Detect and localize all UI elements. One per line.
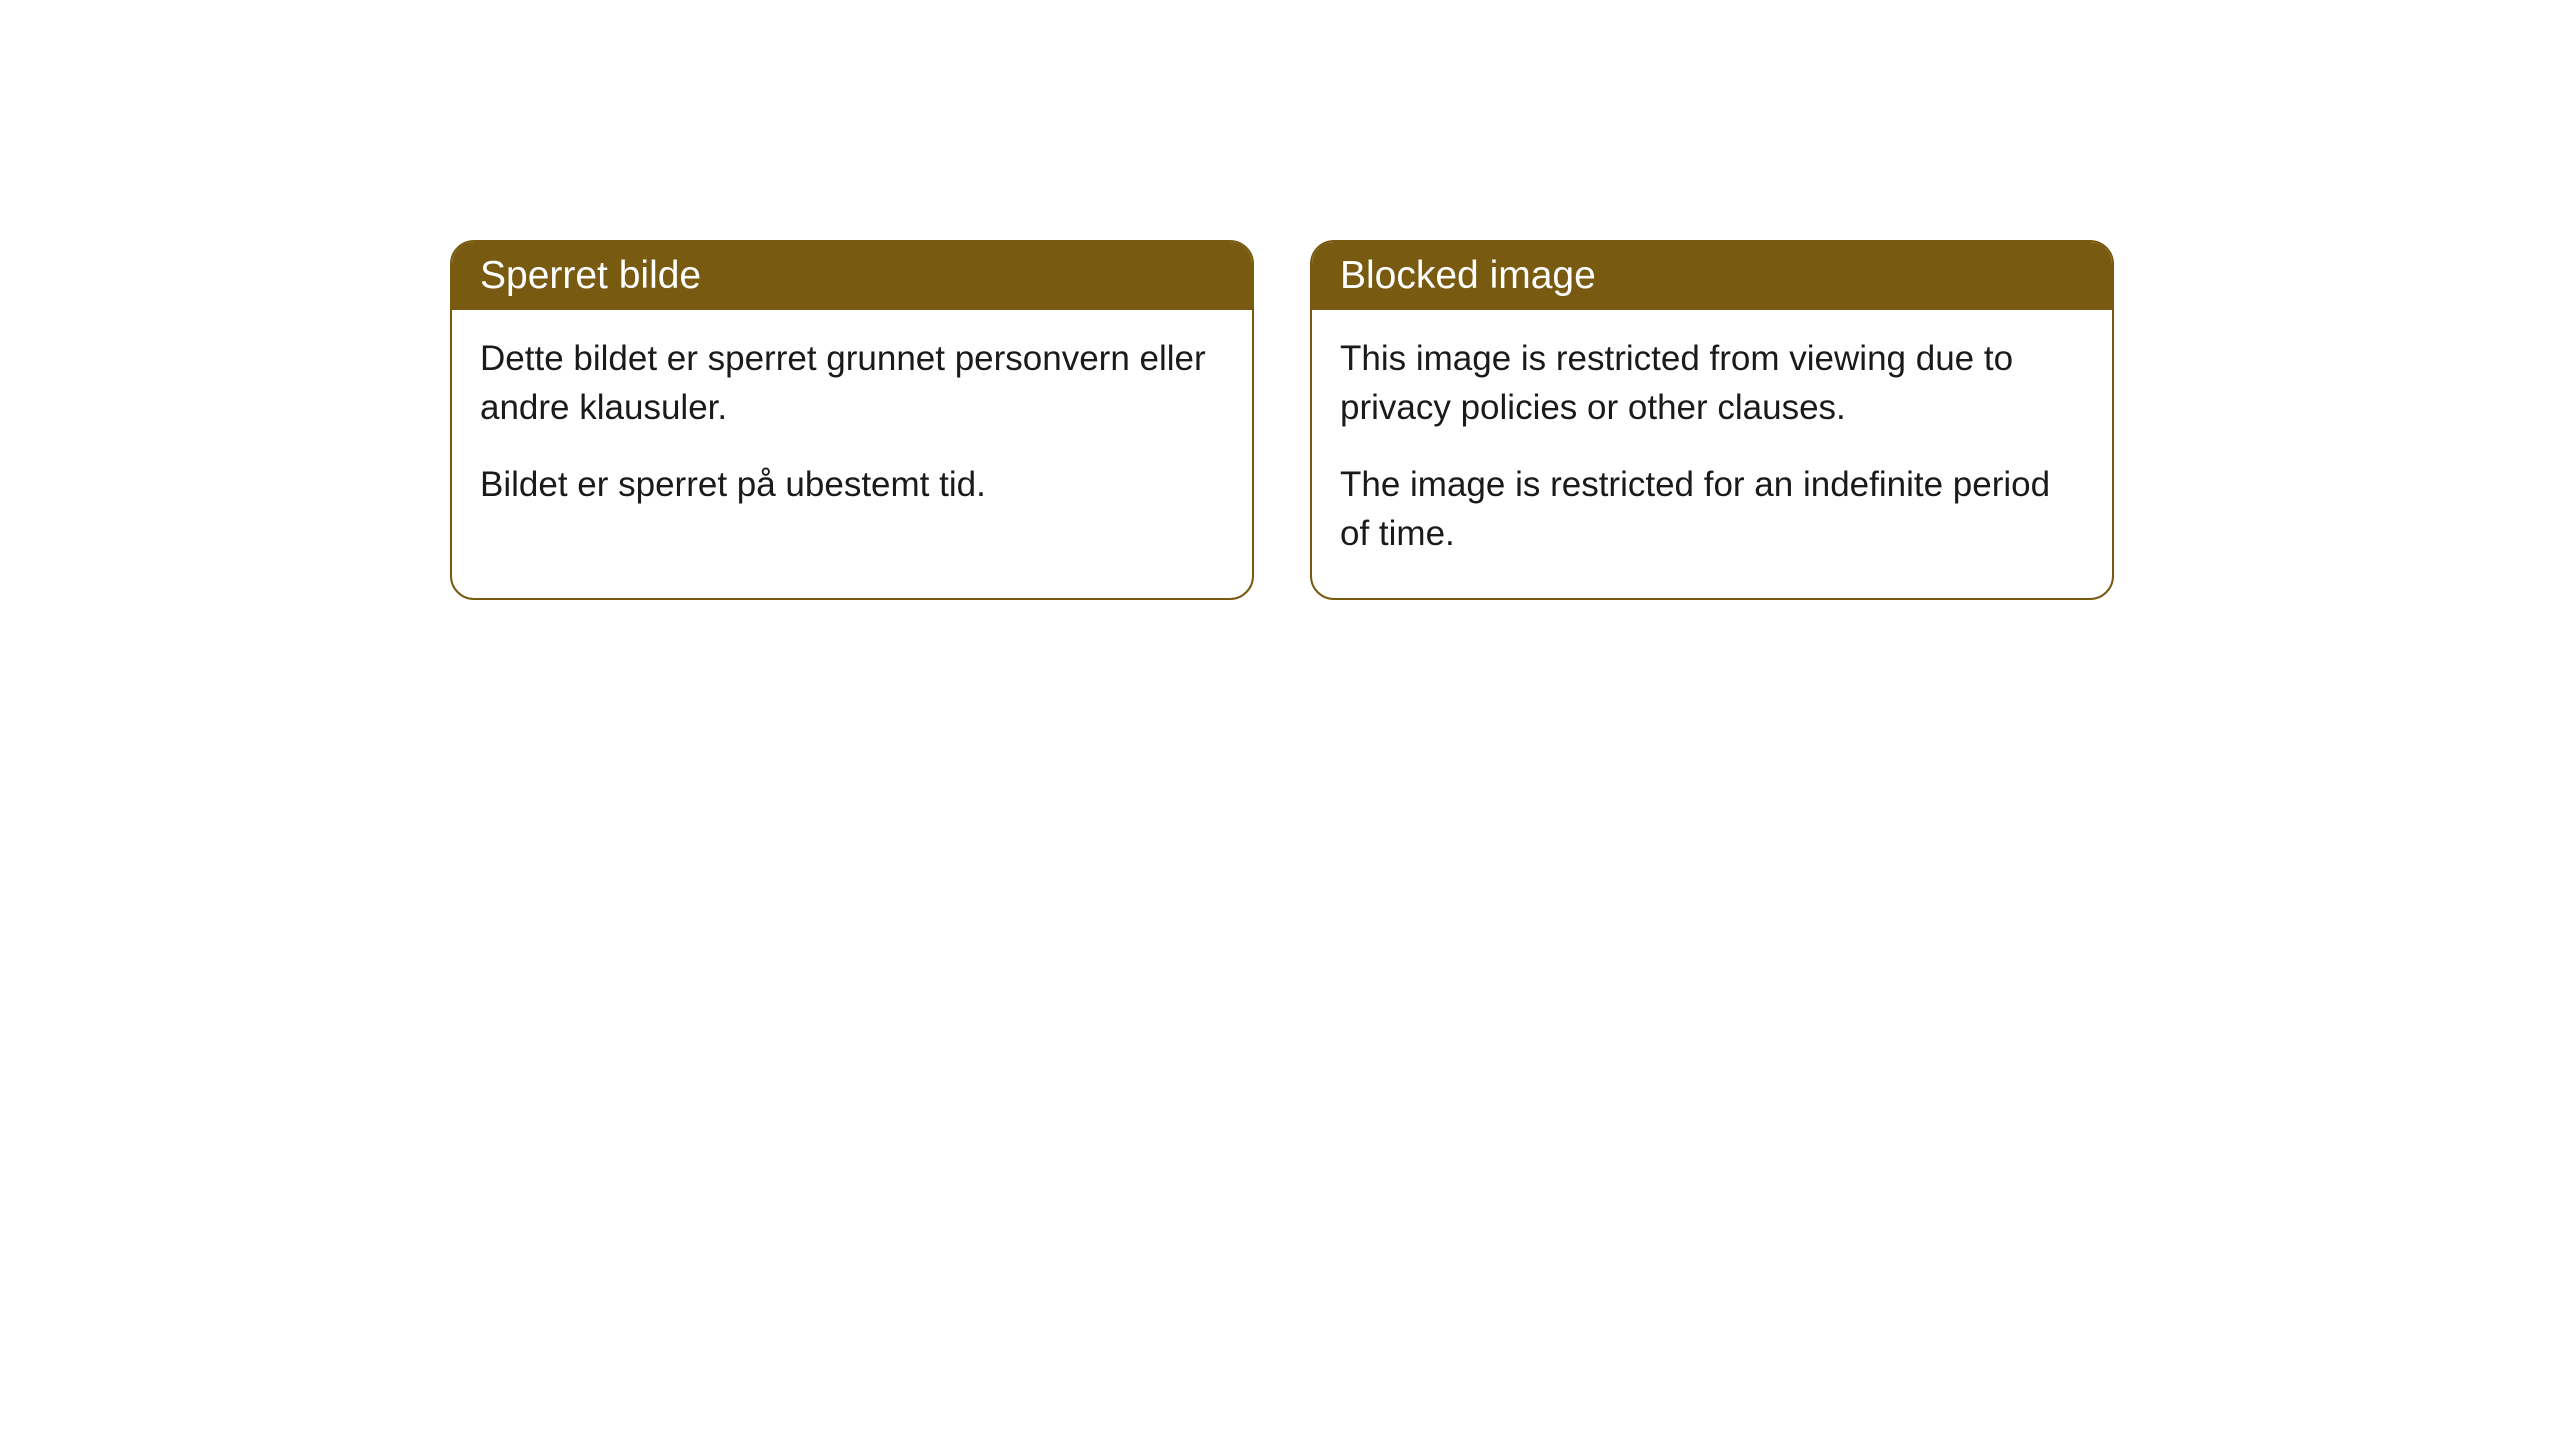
card-title: Blocked image: [1340, 254, 1596, 297]
card-body: This image is restricted from viewing du…: [1312, 310, 2112, 598]
card-title: Sperret bilde: [480, 254, 701, 297]
card-paragraph: Bildet er sperret på ubestemt tid.: [480, 460, 1224, 509]
card-paragraph: This image is restricted from viewing du…: [1340, 334, 2084, 432]
card-header: Sperret bilde: [452, 242, 1252, 310]
notice-cards-container: Sperret bilde Dette bildet er sperret gr…: [450, 240, 2114, 600]
notice-card-norwegian: Sperret bilde Dette bildet er sperret gr…: [450, 240, 1254, 600]
card-paragraph: The image is restricted for an indefinit…: [1340, 460, 2084, 558]
card-header: Blocked image: [1312, 242, 2112, 310]
card-paragraph: Dette bildet er sperret grunnet personve…: [480, 334, 1224, 432]
card-body: Dette bildet er sperret grunnet personve…: [452, 310, 1252, 549]
notice-card-english: Blocked image This image is restricted f…: [1310, 240, 2114, 600]
